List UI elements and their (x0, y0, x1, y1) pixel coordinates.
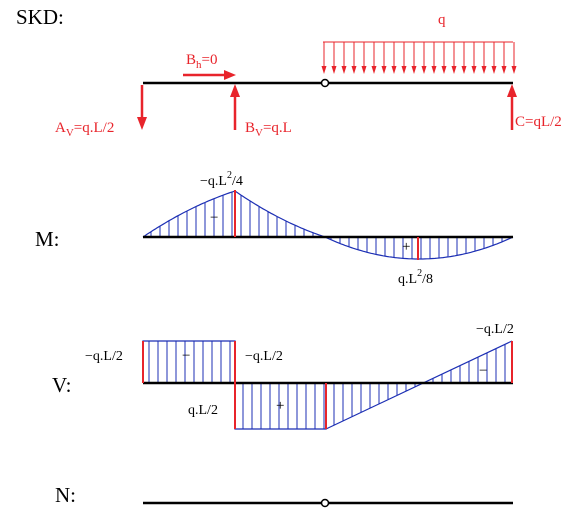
normal-hinge-icon (320, 498, 330, 508)
normal-label: N: (55, 483, 76, 507)
c-label: C=qL/2 (515, 114, 562, 130)
load-arrow-head-icon (421, 66, 427, 74)
c-arrow-head-icon (507, 84, 517, 97)
shear-minus-left-sign: − (182, 348, 190, 364)
moment-curve (142, 190, 514, 260)
load-arrow-head-icon (381, 66, 387, 74)
shear-plus-sign: + (276, 398, 284, 414)
load-arrow-head-icon (481, 66, 487, 74)
load-arrow-head-icon (401, 66, 407, 74)
load-arrow-head-icon (351, 66, 357, 74)
shear-hatching (148, 341, 506, 429)
moment-plus-sign: + (402, 239, 410, 255)
shear-left-value: −q.L/2 (85, 349, 123, 364)
hinge-icon (320, 78, 330, 88)
load-arrow-head-icon (331, 66, 337, 74)
load-arrow-head-icon (391, 66, 397, 74)
moment-hatching (150, 192, 512, 259)
shear-mid-bottom-value: q.L/2 (188, 403, 218, 418)
bh-label: Bh=0 (186, 52, 217, 71)
bv-arrow-head-icon (230, 84, 240, 97)
load-arrow-head-icon (341, 66, 347, 74)
load-q-label: q (438, 12, 446, 28)
load-arrow-head-icon (471, 66, 477, 74)
shear-label: V: (52, 373, 71, 397)
load-arrow-head-icon (491, 66, 497, 74)
moment-negative-value: −q.L2/4 (200, 170, 243, 189)
bv-label: BV=q.L (245, 120, 292, 139)
load-arrow-head-icon (511, 66, 517, 74)
load-arrow-head-icon (451, 66, 457, 74)
load-arrow-head-icon (441, 66, 447, 74)
skd-title: SKD: (16, 5, 64, 29)
load-arrow-head-icon (501, 66, 507, 74)
moment-positive-value: q.L2/8 (398, 268, 433, 287)
shear-right-value: −q.L/2 (476, 322, 514, 337)
load-arrow-head-icon (431, 66, 437, 74)
load-arrow-head-icon (321, 66, 327, 74)
shear-sloped-line (325, 340, 513, 430)
load-arrow-head-icon (461, 66, 467, 74)
shear-mid-top-value: −q.L/2 (245, 349, 283, 364)
bh-arrow-head-icon (224, 70, 236, 80)
load-arrow-head-icon (411, 66, 417, 74)
av-label: AV=q.L/2 (55, 120, 114, 139)
load-arrow-head-icon (361, 66, 367, 74)
shear-minus-right-sign: − (479, 363, 487, 379)
distributed-load-arrows (321, 42, 517, 74)
moment-minus-sign: − (210, 210, 218, 226)
load-arrow-head-icon (371, 66, 377, 74)
moment-label: M: (35, 227, 60, 251)
av-arrow-head-icon (137, 117, 147, 130)
